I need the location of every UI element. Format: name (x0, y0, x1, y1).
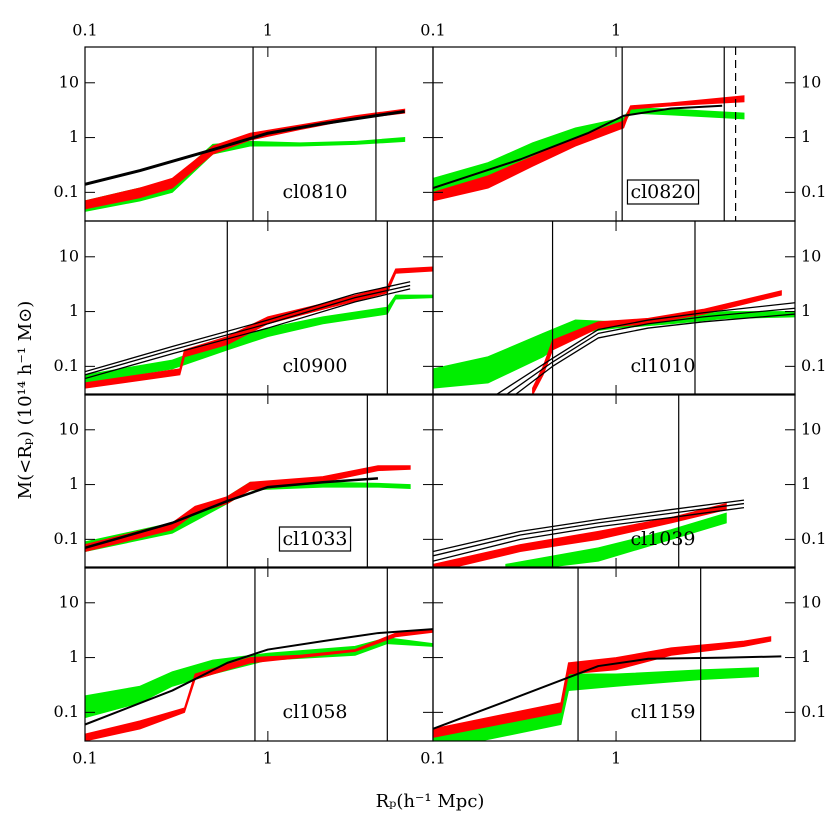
y-tick-label: 0.1 (54, 182, 79, 201)
band (505, 512, 727, 568)
x-tick-label: 1 (611, 749, 621, 768)
panel-label: cl1039 (630, 528, 695, 550)
y-axis-label: M(<Rₚ) (10¹⁴ h⁻¹ M⊙) (15, 301, 36, 500)
curve (495, 302, 795, 395)
y-tick-label: 1 (69, 301, 79, 320)
curve (85, 477, 379, 550)
x-tick-label: 0.1 (72, 749, 97, 768)
label-box (626, 179, 700, 205)
y-tick-label: 1 (69, 474, 79, 493)
panel-label: cl1033 (282, 528, 347, 550)
panel-frame (84, 393, 434, 569)
panel (85, 221, 433, 395)
curve (433, 499, 745, 553)
band (85, 628, 433, 741)
panel (85, 47, 406, 221)
curve (85, 109, 405, 186)
y-tick-label: 0.1 (801, 356, 826, 375)
band (85, 465, 411, 553)
band (433, 667, 759, 741)
x-tick-label: 1 (263, 21, 273, 40)
band (85, 481, 411, 553)
panel-label: cl1010 (630, 355, 695, 377)
band (85, 137, 406, 212)
y-tick-label: 10 (801, 246, 821, 265)
panel (85, 567, 433, 741)
x-tick-label: 1 (611, 21, 621, 40)
y-tick-label: 0.1 (54, 356, 79, 375)
y-tick-label: 0.1 (801, 702, 826, 721)
y-tick-label: 1 (801, 301, 811, 320)
y-tick-label: 1 (801, 647, 811, 666)
label-box (278, 526, 352, 552)
panel (433, 221, 795, 395)
y-tick-label: 1 (801, 474, 811, 493)
panel-label: cl1058 (282, 701, 347, 723)
curve (85, 288, 411, 380)
band (85, 294, 433, 384)
curve (433, 104, 723, 189)
y-tick-label: 0.1 (801, 182, 826, 201)
panel-frame (432, 46, 796, 222)
panel (433, 394, 745, 568)
y-tick-label: 1 (69, 127, 79, 146)
band (532, 290, 782, 395)
panel (433, 47, 745, 221)
curve (433, 506, 745, 562)
panel-label: cl1159 (630, 701, 695, 723)
panel-frame (432, 393, 796, 569)
panel (433, 567, 782, 741)
y-tick-label: 0.1 (801, 529, 826, 548)
y-tick-label: 10 (801, 419, 821, 438)
y-tick-label: 10 (59, 419, 79, 438)
x-axis-label: Rₚ(h⁻¹ Mpc) (376, 791, 485, 812)
x-tick-label: 0.1 (420, 749, 445, 768)
curve (433, 502, 745, 557)
band (85, 108, 406, 210)
band (433, 636, 772, 738)
y-tick-label: 10 (801, 592, 821, 611)
panel (85, 394, 411, 568)
panel-label: cl0810 (282, 181, 347, 203)
panel-frame (432, 220, 796, 396)
curve (85, 281, 411, 373)
y-tick-label: 10 (801, 72, 821, 91)
y-tick-label: 0.1 (54, 702, 79, 721)
band (85, 637, 433, 719)
curve (514, 313, 795, 395)
y-tick-label: 10 (59, 72, 79, 91)
curve (85, 284, 411, 376)
x-tick-label: 0.1 (72, 21, 97, 40)
panel-frame (432, 566, 796, 742)
y-tick-label: 10 (59, 246, 79, 265)
y-tick-label: 0.1 (54, 529, 79, 548)
y-tick-label: 10 (59, 592, 79, 611)
y-tick-label: 1 (69, 647, 79, 666)
curve (85, 628, 433, 726)
y-tick-label: 1 (801, 127, 811, 146)
curve (433, 655, 782, 730)
x-tick-label: 0.1 (420, 21, 445, 40)
panel-label: cl0900 (282, 355, 347, 377)
panel-label: cl0820 (630, 181, 695, 203)
x-tick-label: 1 (263, 749, 273, 768)
curve (505, 307, 795, 395)
